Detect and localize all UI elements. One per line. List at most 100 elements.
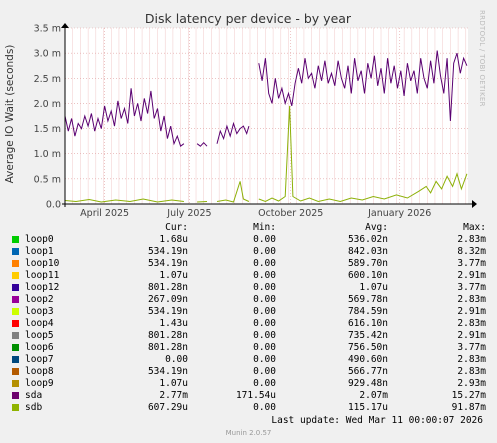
legend-series-name: loop4 (25, 318, 54, 329)
legend-swatch (12, 308, 19, 315)
chart-title: Disk latency per device - by year (145, 11, 352, 26)
legend-cur-value: 534.19n (147, 258, 188, 269)
series-line-sdb (197, 201, 208, 203)
legend-series-name: sda (25, 390, 43, 401)
legend-min-value: 0.00 (253, 342, 276, 353)
legend-min-value: 0.00 (253, 246, 276, 257)
legend-min-value: 0.00 (253, 234, 276, 245)
legend-max-value: 2.83m (457, 354, 486, 365)
legend-swatch (12, 248, 19, 255)
y-tick-label: 1.0 m (34, 149, 61, 160)
x-tick-label: April 2025 (80, 208, 129, 219)
legend-series-name: loop0 (25, 234, 54, 245)
legend-row-loop7: loop7 0.00 0.00 490.60n 2.83m (12, 354, 486, 366)
legend-series-name: loop11 (25, 270, 60, 281)
legend-avg-value: 929.48n (347, 378, 388, 389)
legend-max-value: 2.91m (457, 330, 486, 341)
legend-table: Cur: Min: Avg: Max: loop0 1.68u 0.00 536.02… (12, 222, 486, 414)
x-tick-label: October 2025 (258, 208, 323, 219)
legend-avg-value: 536.02n (347, 234, 388, 245)
series-line-sdb (216, 181, 250, 203)
legend-swatch (12, 356, 19, 363)
legend-cur-value: 534.19n (147, 366, 188, 377)
legend-max-value: 3.77m (457, 258, 486, 269)
legend-row-loop12: loop12 801.28n 0.00 1.07u 3.77m (12, 282, 486, 294)
x-tick-label: July 2025 (166, 208, 211, 219)
legend-max-value: 2.83m (457, 294, 486, 305)
legend-min-value: 0.00 (253, 294, 276, 305)
y-tick-label: 3.5 m (34, 24, 61, 35)
series-line-sdb (258, 105, 468, 203)
series-line-sda (196, 141, 208, 147)
series-line-sda (216, 121, 250, 144)
legend-swatch (12, 260, 19, 267)
legend-avg-value: 735.42n (347, 330, 388, 341)
legend-min-value: 0.00 (253, 354, 276, 365)
legend-min-value: 0.00 (253, 306, 276, 317)
y-axis-arrow (61, 23, 69, 28)
legend-min-value: 0.00 (253, 270, 276, 281)
y-axis-label: Average IO Wait (seconds) (4, 45, 16, 184)
legend-max-value: 2.83m (457, 366, 486, 377)
legend-cur-value: 0.00 (165, 354, 188, 365)
legend-avg-value: 784.59n (347, 306, 388, 317)
legend-min-value: 0.00 (253, 330, 276, 341)
grid-lines (65, 27, 468, 204)
legend-series-name: loop12 (25, 282, 60, 293)
legend-cur-value: 2.77m (159, 390, 188, 401)
legend-swatch (12, 392, 19, 399)
legend-header-max: Max: (463, 222, 486, 233)
legend-avg-value: 569.78n (347, 294, 388, 305)
legend-max-value: 2.93m (457, 378, 486, 389)
legend-avg-value: 2.07m (359, 390, 388, 401)
legend-min-value: 0.00 (253, 378, 276, 389)
y-tick-label: 3.0 m (34, 49, 61, 60)
legend-min-value: 0.00 (253, 318, 276, 329)
legend-max-value: 91.87m (451, 402, 486, 413)
last-update: Last update: Wed Mar 11 00:00:07 2026 (271, 415, 483, 426)
munin-version: Munin 2.0.57 (225, 429, 272, 437)
x-tick-labels: April 2025 July 2025 October 2025 January 2… (80, 208, 431, 219)
legend-row-loop5: loop5 801.28n 0.00 735.42n 2.91m (12, 330, 486, 342)
legend-max-value: 2.91m (457, 270, 486, 281)
legend-swatch (12, 380, 19, 387)
y-tick-label: 1.5 m (34, 124, 61, 135)
legend-row-loop8: loop8 534.19n 0.00 566.77n 2.83m (12, 366, 486, 378)
y-tick-label: 0.0 (46, 200, 61, 211)
legend-max-value: 2.83m (457, 234, 486, 245)
legend-swatch (12, 368, 19, 375)
legend-max-value: 15.27m (451, 390, 486, 401)
series-line-sdb (64, 198, 184, 203)
legend-series-name: loop3 (25, 306, 54, 317)
legend-avg-value: 566.77n (347, 366, 388, 377)
legend-avg-value: 842.03n (347, 246, 388, 257)
rrdtool-credit: RRDTOOL / TOBI OETIKER (478, 10, 486, 107)
legend-row-loop6: loop6 801.28n 0.00 756.50n 3.77m (12, 342, 486, 354)
legend-row-loop3: loop3 534.19n 0.00 784.59n 2.91m (12, 306, 486, 318)
latency-chart: Disk latency per device - by year Averag… (4, 11, 477, 219)
legend-cur-value: 1.68u (159, 234, 188, 245)
legend-series-name: loop1 (25, 246, 54, 257)
legend-cur-value: 534.19n (147, 306, 188, 317)
legend-series-name: loop7 (25, 354, 54, 365)
y-tick-label: 0.5 m (34, 174, 61, 185)
y-tick-label: 2.0 m (34, 99, 61, 110)
legend-max-value: 3.77m (457, 282, 486, 293)
legend-min-value: 0.00 (253, 258, 276, 269)
legend-row-loop11: loop11 1.07u 0.00 600.10n 2.91m (12, 270, 486, 282)
legend-swatch (12, 332, 19, 339)
legend-swatch (12, 236, 19, 243)
legend-series-name: sdb (25, 402, 43, 413)
legend-series-name: loop10 (25, 258, 60, 269)
legend-max-value: 2.91m (457, 306, 486, 317)
legend-max-value: 3.77m (457, 342, 486, 353)
series-line-sda (64, 88, 185, 148)
legend-avg-value: 589.70n (347, 258, 388, 269)
legend-min-value: 0.00 (253, 282, 276, 293)
legend-row-sda: sda 2.77m 171.54u 2.07m 15.27m (12, 390, 486, 402)
series-lines (64, 50, 468, 203)
legend-cur-value: 801.28n (147, 330, 188, 341)
legend-avg-value: 1.07u (359, 282, 388, 293)
legend-row-loop4: loop4 1.43u 0.00 616.10n 2.83m (12, 318, 486, 330)
y-tick-labels: 0.0 0.5 m 1.0 m 1.5 m 2.0 m 2.5 m 3.0 m 3.5 m (34, 24, 61, 211)
